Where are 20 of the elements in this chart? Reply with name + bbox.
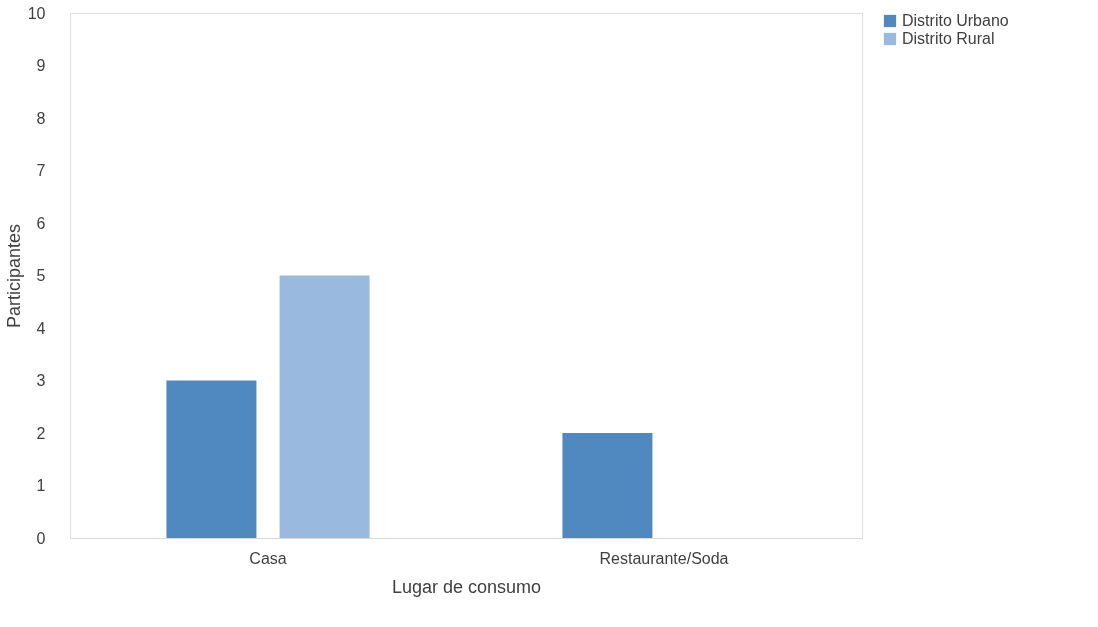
x-axis-title: Lugar de consumo (391, 576, 542, 597)
y-tick-label: 1 (36, 477, 46, 494)
y-tick-label: 6 (36, 214, 46, 232)
y-tick-label: 9 (36, 57, 46, 74)
bar (562, 433, 653, 538)
x-tick-label: Casa (249, 549, 287, 567)
y-tick-label: 10 (27, 4, 46, 22)
y-tick-label: 3 (36, 372, 46, 389)
y-tick-label: 5 (36, 267, 46, 284)
y-axis-title: Participantes (3, 223, 24, 329)
y-tick-label: 0 (36, 529, 46, 547)
legend-label: Distrito Rural (902, 30, 995, 47)
legend-label: Distrito Urbano (902, 12, 1009, 29)
y-tick-label: 7 (36, 162, 46, 179)
y-tick-label: 4 (36, 319, 46, 337)
bar (279, 275, 370, 538)
x-tick-label: Restaurante/Soda (599, 549, 729, 567)
y-tick-label: 2 (36, 424, 46, 442)
bar (166, 380, 257, 538)
y-tick-label: 8 (36, 109, 46, 127)
